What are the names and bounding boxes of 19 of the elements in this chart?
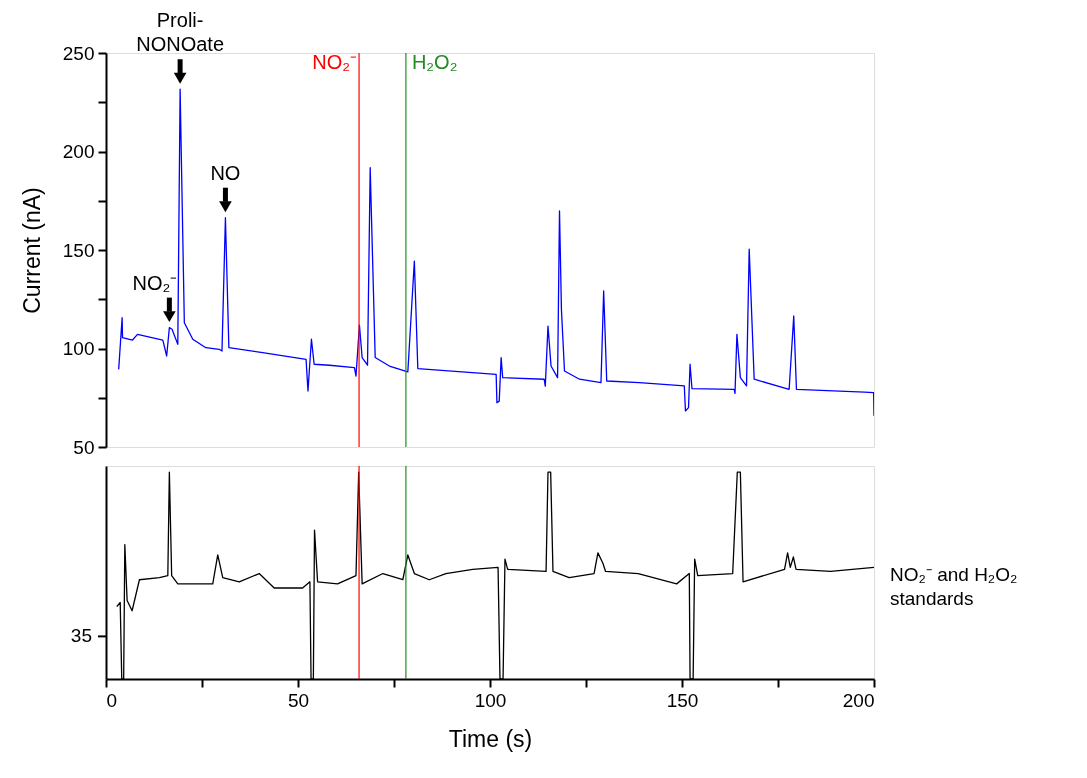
text: 35 (70, 625, 92, 647)
x-tick-label: 100 (474, 689, 507, 711)
y-axis-title: Current (nA) (18, 187, 45, 314)
annotation: NO₂⁻ (132, 271, 178, 294)
y-tick-label: 150 (62, 239, 95, 261)
y-tick-label: 50 (73, 436, 95, 458)
x-tick-label: 0 (106, 689, 118, 711)
annotation: Proli- NONOate (136, 9, 225, 56)
ref-line-label: NO₂⁻ (312, 51, 358, 73)
y-tick-label: 250 (62, 42, 95, 64)
ref-line-label: H₂O₂ (411, 51, 458, 73)
x-tick-label: 200 (842, 689, 875, 711)
y-tick-label: 100 (62, 338, 95, 359)
annotation: NO (210, 161, 241, 184)
x-axis-title: Time (s) (448, 725, 533, 752)
y-tick-label: 200 (62, 141, 95, 162)
x-tick-label: 150 (666, 689, 699, 711)
series-label: NO₂⁻ and H₂O₂ standards (890, 564, 1018, 610)
x-tick-label: 50 (287, 689, 310, 711)
